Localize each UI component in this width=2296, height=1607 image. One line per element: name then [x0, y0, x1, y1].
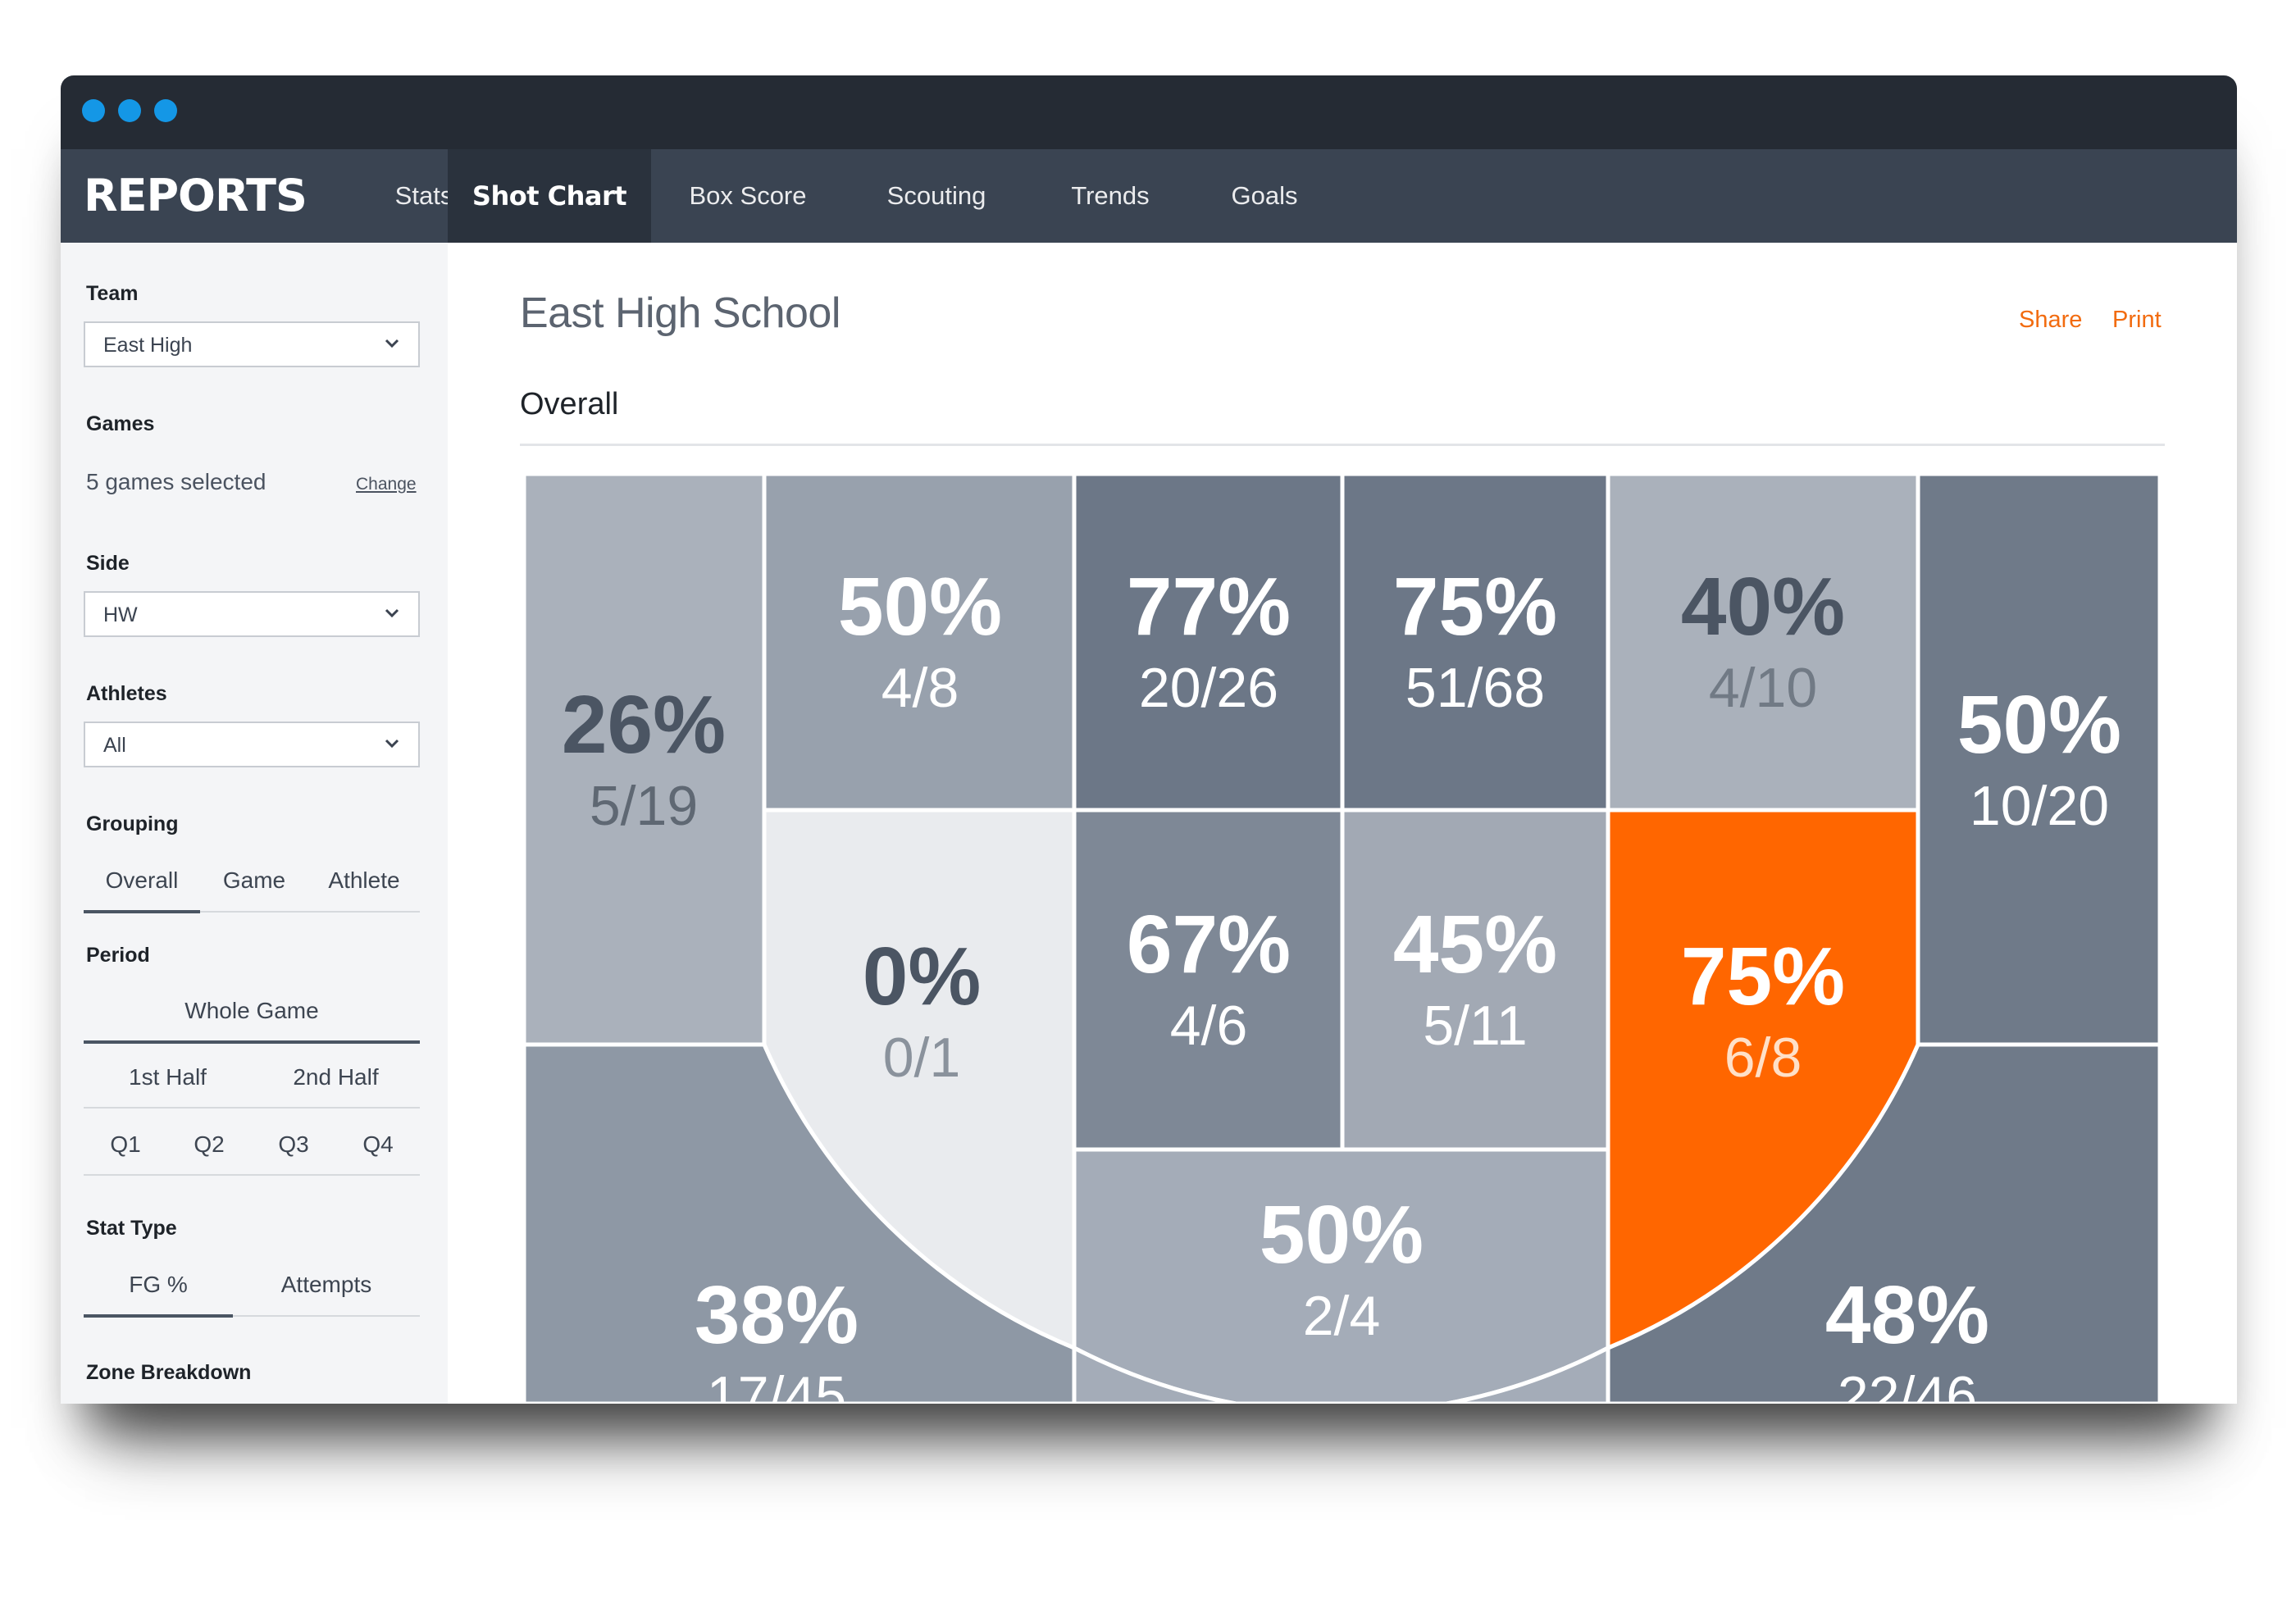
zone-top-key-made-attempted: 2/4 — [1303, 1285, 1381, 1347]
zone-right-midrange-percent: 75% — [1681, 931, 1845, 1022]
filter-sidebar: Team East High Games 5 games selected Ch… — [61, 243, 448, 1404]
tab-shot-chart[interactable]: Shot Chart — [448, 149, 651, 243]
zone-right-wing-three-percent: 48% — [1825, 1269, 1989, 1361]
zone-top-right-center-percent: 75% — [1393, 561, 1557, 653]
grouping-athlete[interactable]: Athlete — [328, 867, 400, 893]
divider — [84, 1107, 420, 1109]
stat-type-label: Stat Type — [86, 1217, 177, 1240]
games-selected-text: 5 games selected — [86, 469, 266, 494]
zone-top-key-lower[interactable] — [1072, 1345, 1610, 1404]
zone-top-key-percent: 50% — [1260, 1189, 1424, 1281]
period-q1[interactable]: Q1 — [110, 1131, 141, 1157]
zone-breakdown-label: Zone Breakdown — [86, 1361, 252, 1384]
window-control-close[interactable] — [82, 99, 105, 122]
zone-right-top-percent: 40% — [1681, 561, 1845, 653]
section-divider — [520, 444, 2165, 446]
divider — [84, 1174, 420, 1176]
stat-type-selected-indicator — [84, 1314, 233, 1318]
grouping-game[interactable]: Game — [222, 867, 286, 893]
period-q3[interactable]: Q3 — [278, 1131, 309, 1157]
zone-left-midrange-percent: 0% — [863, 931, 982, 1022]
print-link[interactable]: Print — [2112, 307, 2162, 333]
grouping-selected-indicator — [84, 910, 200, 913]
chevron-down-icon — [385, 739, 399, 749]
divider — [84, 911, 420, 913]
zone-right-midrange[interactable] — [1606, 808, 1920, 1350]
zone-top-left-center-made-attempted: 20/26 — [1139, 657, 1278, 719]
zone-paint-left-made-attempted: 4/6 — [1170, 995, 1248, 1057]
period-selected-indicator — [84, 1040, 420, 1044]
athletes-select-value: All — [103, 734, 126, 757]
window-control-minimize[interactable] — [118, 99, 141, 122]
zone-top-left-center-percent: 77% — [1127, 561, 1291, 653]
brand-logo: REPORTS — [84, 170, 308, 221]
grouping-overall[interactable]: Overall — [105, 867, 179, 893]
stat-type-attempts[interactable]: Attempts — [280, 1272, 372, 1297]
tab-scouting[interactable]: Scouting — [886, 181, 986, 210]
team-select[interactable]: East High — [84, 321, 420, 367]
period-2nd-half[interactable]: 2nd Half — [293, 1064, 379, 1090]
zone-paint-left-percent: 67% — [1127, 899, 1291, 990]
games-change-link[interactable]: Change — [356, 475, 417, 494]
stat-type-fg-percent[interactable]: FG % — [129, 1272, 188, 1297]
zone-paint-right-made-attempted: 5/11 — [1423, 995, 1527, 1057]
section-heading: Overall — [520, 387, 619, 421]
team-label: Team — [86, 282, 139, 305]
period-q4[interactable]: Q4 — [362, 1131, 394, 1157]
zone-right-corner-made-attempted: 10/20 — [1970, 775, 2109, 837]
period-q2[interactable]: Q2 — [194, 1131, 225, 1157]
grouping-label: Grouping — [86, 813, 179, 835]
page-title: East High School — [520, 289, 840, 337]
side-select-value: HW — [103, 603, 138, 626]
games-label: Games — [86, 412, 155, 435]
divider — [84, 1315, 420, 1317]
tab-goals[interactable]: Goals — [1231, 181, 1298, 210]
tab-trends[interactable]: Trends — [1071, 181, 1150, 210]
period-whole-game[interactable]: Whole Game — [184, 998, 319, 1023]
zone-right-corner-percent: 50% — [1957, 679, 2121, 771]
zone-top-right-center-made-attempted: 51/68 — [1405, 657, 1545, 719]
chevron-down-icon — [385, 339, 399, 348]
team-select-value: East High — [103, 334, 193, 357]
athletes-select[interactable]: All — [84, 722, 420, 767]
athletes-label: Athletes — [86, 682, 167, 705]
side-label: Side — [86, 552, 130, 575]
zone-left-midrange-made-attempted: 0/1 — [883, 1027, 961, 1089]
title-bar — [61, 75, 2237, 149]
zone-left-top-made-attempted: 4/8 — [882, 657, 959, 719]
zone-left-wing-three-percent: 38% — [695, 1269, 859, 1361]
zone-left-wing-three-made-attempted: 17/45 — [707, 1365, 846, 1404]
period-1st-half[interactable]: 1st Half — [129, 1064, 207, 1090]
zone-left-top-percent: 50% — [838, 561, 1002, 653]
side-select[interactable]: HW — [84, 591, 420, 637]
chevron-down-icon — [385, 608, 399, 618]
zone-paint-right-percent: 45% — [1393, 899, 1557, 990]
zone-left-corner-made-attempted: 5/19 — [590, 775, 698, 837]
tab-stats[interactable]: Stats — [394, 181, 453, 210]
zone-right-midrange-made-attempted: 6/8 — [1724, 1027, 1802, 1089]
zone-left-corner-percent: 26% — [562, 679, 726, 771]
period-label: Period — [86, 944, 150, 967]
share-link[interactable]: Share — [2019, 307, 2083, 333]
zone-left-midrange[interactable] — [762, 808, 1077, 1350]
zone-right-top-made-attempted: 4/10 — [1709, 657, 1817, 719]
top-nav: REPORTS Stats Shot Chart Box Score Scout… — [61, 149, 2237, 243]
window-control-maximize[interactable] — [154, 99, 177, 122]
tab-box-score[interactable]: Box Score — [689, 181, 807, 210]
zone-right-wing-three-made-attempted: 22/46 — [1838, 1365, 1977, 1404]
app-window: REPORTS Stats Shot Chart Box Score Scout… — [61, 75, 2237, 1404]
